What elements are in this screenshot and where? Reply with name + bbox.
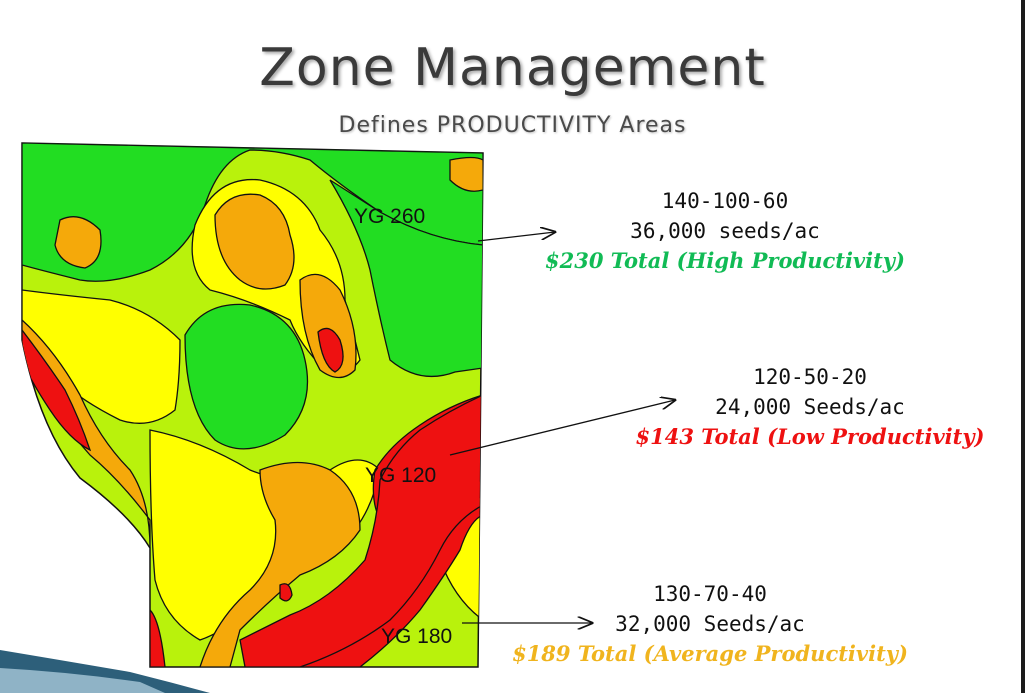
low-seeds: 24,000 Seeds/ac bbox=[715, 395, 905, 419]
arrow-high bbox=[477, 232, 555, 242]
zone-high-right bbox=[329, 179, 483, 378]
low-total: $143 Total (Low Productivity) bbox=[635, 424, 985, 449]
zone-midlow-topleft bbox=[54, 216, 102, 269]
arrow-low bbox=[449, 400, 675, 456]
zone-low-left-edge bbox=[22, 328, 92, 452]
yg-label-high: YG 260 bbox=[354, 205, 426, 228]
low-rates: 120-50-20 bbox=[753, 365, 867, 389]
average-seeds: 32,000 Seeds/ac bbox=[615, 612, 805, 636]
zone-midlow-topright bbox=[449, 156, 483, 192]
zone-low-center-spot bbox=[317, 327, 344, 373]
callout-high: 140-100-60 36,000 seeds/ac $230 Total (H… bbox=[520, 186, 930, 276]
slide-subtitle: Defines PRODUCTIVITY Areas bbox=[338, 113, 687, 138]
decorative-swoosh-light bbox=[0, 668, 165, 693]
zone-midlow-band bbox=[199, 461, 361, 667]
zone-low-bottom-left bbox=[149, 608, 166, 667]
high-total: $230 Total (High Productivity) bbox=[545, 248, 905, 273]
callout-low: 120-50-20 24,000 Seeds/ac $143 Total (Lo… bbox=[605, 362, 1015, 452]
high-seeds: 36,000 seeds/ac bbox=[630, 219, 820, 243]
yg-label-average: YG 180 bbox=[381, 625, 453, 648]
slide-right-edge bbox=[1021, 0, 1025, 693]
zone-low-small bbox=[279, 583, 293, 602]
zone-midlow-top bbox=[214, 193, 295, 290]
average-total: $189 Total (Average Productivity) bbox=[512, 641, 908, 666]
zone-low-band bbox=[239, 393, 483, 667]
slide-title: Zone Management bbox=[259, 38, 766, 98]
zone-high-center bbox=[184, 303, 309, 450]
yg-label-low: YG 120 bbox=[365, 464, 437, 487]
callout-average: 130-70-40 32,000 Seeds/ac $189 Total (Av… bbox=[505, 579, 915, 669]
average-rates: 130-70-40 bbox=[653, 582, 767, 606]
high-rates: 140-100-60 bbox=[661, 189, 789, 213]
